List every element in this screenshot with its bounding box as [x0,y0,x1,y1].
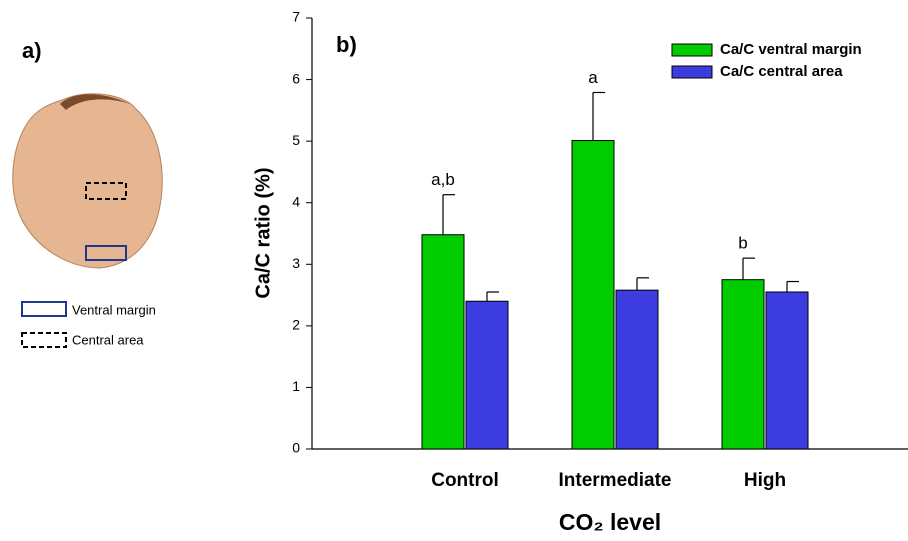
y-tick-label: 0 [292,440,300,456]
x-tick-label: Control [431,470,499,491]
figure: a) Ventral margin Central area b) Ca/C r… [0,0,908,541]
legend-label: Ca/C central area [720,63,843,80]
y-tick-label: 2 [292,317,300,333]
bar [722,280,764,449]
annotation: b [738,234,747,253]
shell-image [13,94,162,268]
annotation: a,b [431,170,455,189]
annotation: a [588,68,598,87]
legend-key [22,333,66,347]
legend-swatch [672,66,712,78]
legend-key [22,302,66,316]
y-axis-label: Ca/C ratio (%) [252,167,274,298]
bar [616,290,658,449]
bar [466,301,508,449]
x-tick-label: High [744,470,786,491]
y-tick-label: 1 [292,378,300,394]
x-tick-label: Intermediate [559,470,672,491]
legend-text: Central area [72,332,144,347]
chart-title: b) [336,32,357,57]
bar [422,235,464,449]
y-tick-label: 3 [292,255,300,271]
legend-swatch [672,44,712,56]
legend-text: Ventral margin [72,302,156,317]
bar [766,292,808,449]
bar [572,141,614,449]
y-tick-label: 4 [292,193,300,209]
panel-label: a) [22,38,42,63]
x-axis-label: CO₂ level [559,509,661,535]
y-tick-label: 7 [292,9,300,25]
y-tick-label: 6 [292,70,300,86]
legend-label: Ca/C ventral margin [720,41,862,58]
y-tick-label: 5 [292,132,300,148]
